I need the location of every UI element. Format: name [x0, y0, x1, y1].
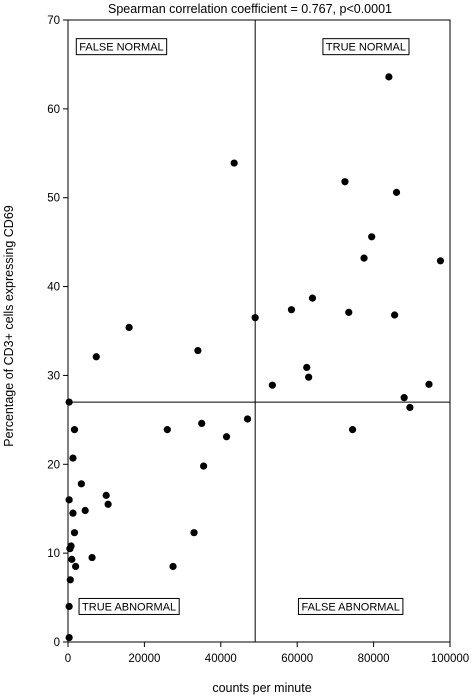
- data-point: [198, 419, 206, 428]
- data-point: [287, 306, 296, 314]
- quadrant-label-true-normal: TRUE NORMAL: [322, 38, 410, 56]
- data-point: [368, 233, 376, 241]
- data-point: [70, 529, 79, 537]
- data-point: [169, 562, 177, 571]
- y-tick-label: 0: [54, 637, 60, 649]
- quadrant-label-box: [78, 597, 180, 615]
- quadrant-label-text: TRUE ABNORMAL: [82, 601, 176, 613]
- data-point: [69, 454, 77, 462]
- data-point: [360, 254, 368, 262]
- data-point: [425, 380, 433, 388]
- data-point: [194, 346, 202, 355]
- data-point: [385, 73, 393, 81]
- x-tick-label: 80000: [358, 653, 390, 665]
- plot-frame: [67, 19, 451, 643]
- data-point: [305, 373, 313, 381]
- y-tick-label: 10: [47, 548, 60, 560]
- data-point: [400, 394, 408, 402]
- y-tick-label: 50: [47, 193, 60, 205]
- data-point: [345, 308, 353, 316]
- data-point: [392, 188, 401, 196]
- quadrant-label-box: [297, 597, 404, 615]
- data-points: [65, 73, 445, 642]
- data-point: [65, 633, 73, 642]
- x-tick-label: 40000: [205, 653, 237, 665]
- quadrant-label-false-normal: FALSE NORMAL: [75, 38, 168, 56]
- data-point: [230, 159, 238, 167]
- y-tick-label: 20: [47, 459, 60, 471]
- data-point: [67, 542, 75, 550]
- x-axis-title: counts per minute: [212, 681, 311, 695]
- data-point: [125, 323, 133, 332]
- x-axis: 0 20000 40000 60000 80000 100000: [65, 642, 469, 665]
- data-point: [436, 257, 445, 265]
- y-tick-label: 30: [47, 370, 60, 382]
- data-point: [190, 529, 198, 537]
- data-point: [92, 353, 100, 361]
- data-point: [69, 509, 77, 517]
- chart-title: Spearman correlation coefficient = 0.767…: [108, 2, 392, 16]
- y-axis-title: Percentage of CD3+ cells expressing CD69: [2, 205, 16, 446]
- quadrant-labels: FALSE NORMAL TRUE NORMAL TRUE ABNORMAL FALS…: [75, 38, 410, 615]
- quadrant-label-box: [75, 38, 168, 56]
- quadrant-label-text: FALSE ABNORMAL: [301, 601, 399, 613]
- data-point: [65, 602, 73, 611]
- data-point: [102, 491, 110, 499]
- x-tick-label: 100000: [431, 653, 469, 665]
- data-point: [391, 311, 399, 319]
- y-tick-label: 70: [47, 15, 60, 27]
- data-point: [251, 314, 259, 322]
- y-tick-label: 40: [47, 282, 60, 294]
- data-point: [308, 294, 317, 302]
- data-point: [406, 403, 414, 412]
- data-point: [81, 506, 89, 515]
- y-tick-label: 60: [47, 104, 60, 116]
- data-point: [77, 480, 85, 488]
- quadrant-label-text: FALSE NORMAL: [79, 42, 163, 54]
- data-point: [200, 462, 208, 470]
- data-point: [66, 576, 74, 584]
- data-point: [222, 433, 231, 441]
- data-point: [348, 426, 357, 434]
- data-point: [243, 415, 252, 423]
- data-point: [72, 562, 80, 571]
- data-point: [65, 496, 73, 504]
- quadrant-label-text: TRUE NORMAL: [326, 42, 406, 54]
- data-point: [88, 553, 96, 562]
- x-tick-label: 20000: [128, 653, 160, 665]
- data-point: [303, 363, 311, 372]
- x-tick-label: 0: [65, 653, 71, 665]
- data-point: [68, 555, 76, 563]
- x-tick-label: 60000: [281, 653, 313, 665]
- quadrant-label-false-abnormal: FALSE ABNORMAL: [297, 597, 404, 615]
- data-point: [268, 381, 276, 389]
- quadrant-label-true-abnormal: TRUE ABNORMAL: [78, 597, 180, 615]
- data-point: [341, 178, 349, 186]
- data-point: [65, 398, 73, 406]
- quadrant-label-box: [322, 38, 410, 56]
- data-point: [104, 500, 112, 508]
- y-axis: 0 10 20 30 40 50 60 70: [47, 15, 68, 649]
- data-point: [163, 426, 171, 434]
- data-point: [70, 426, 79, 434]
